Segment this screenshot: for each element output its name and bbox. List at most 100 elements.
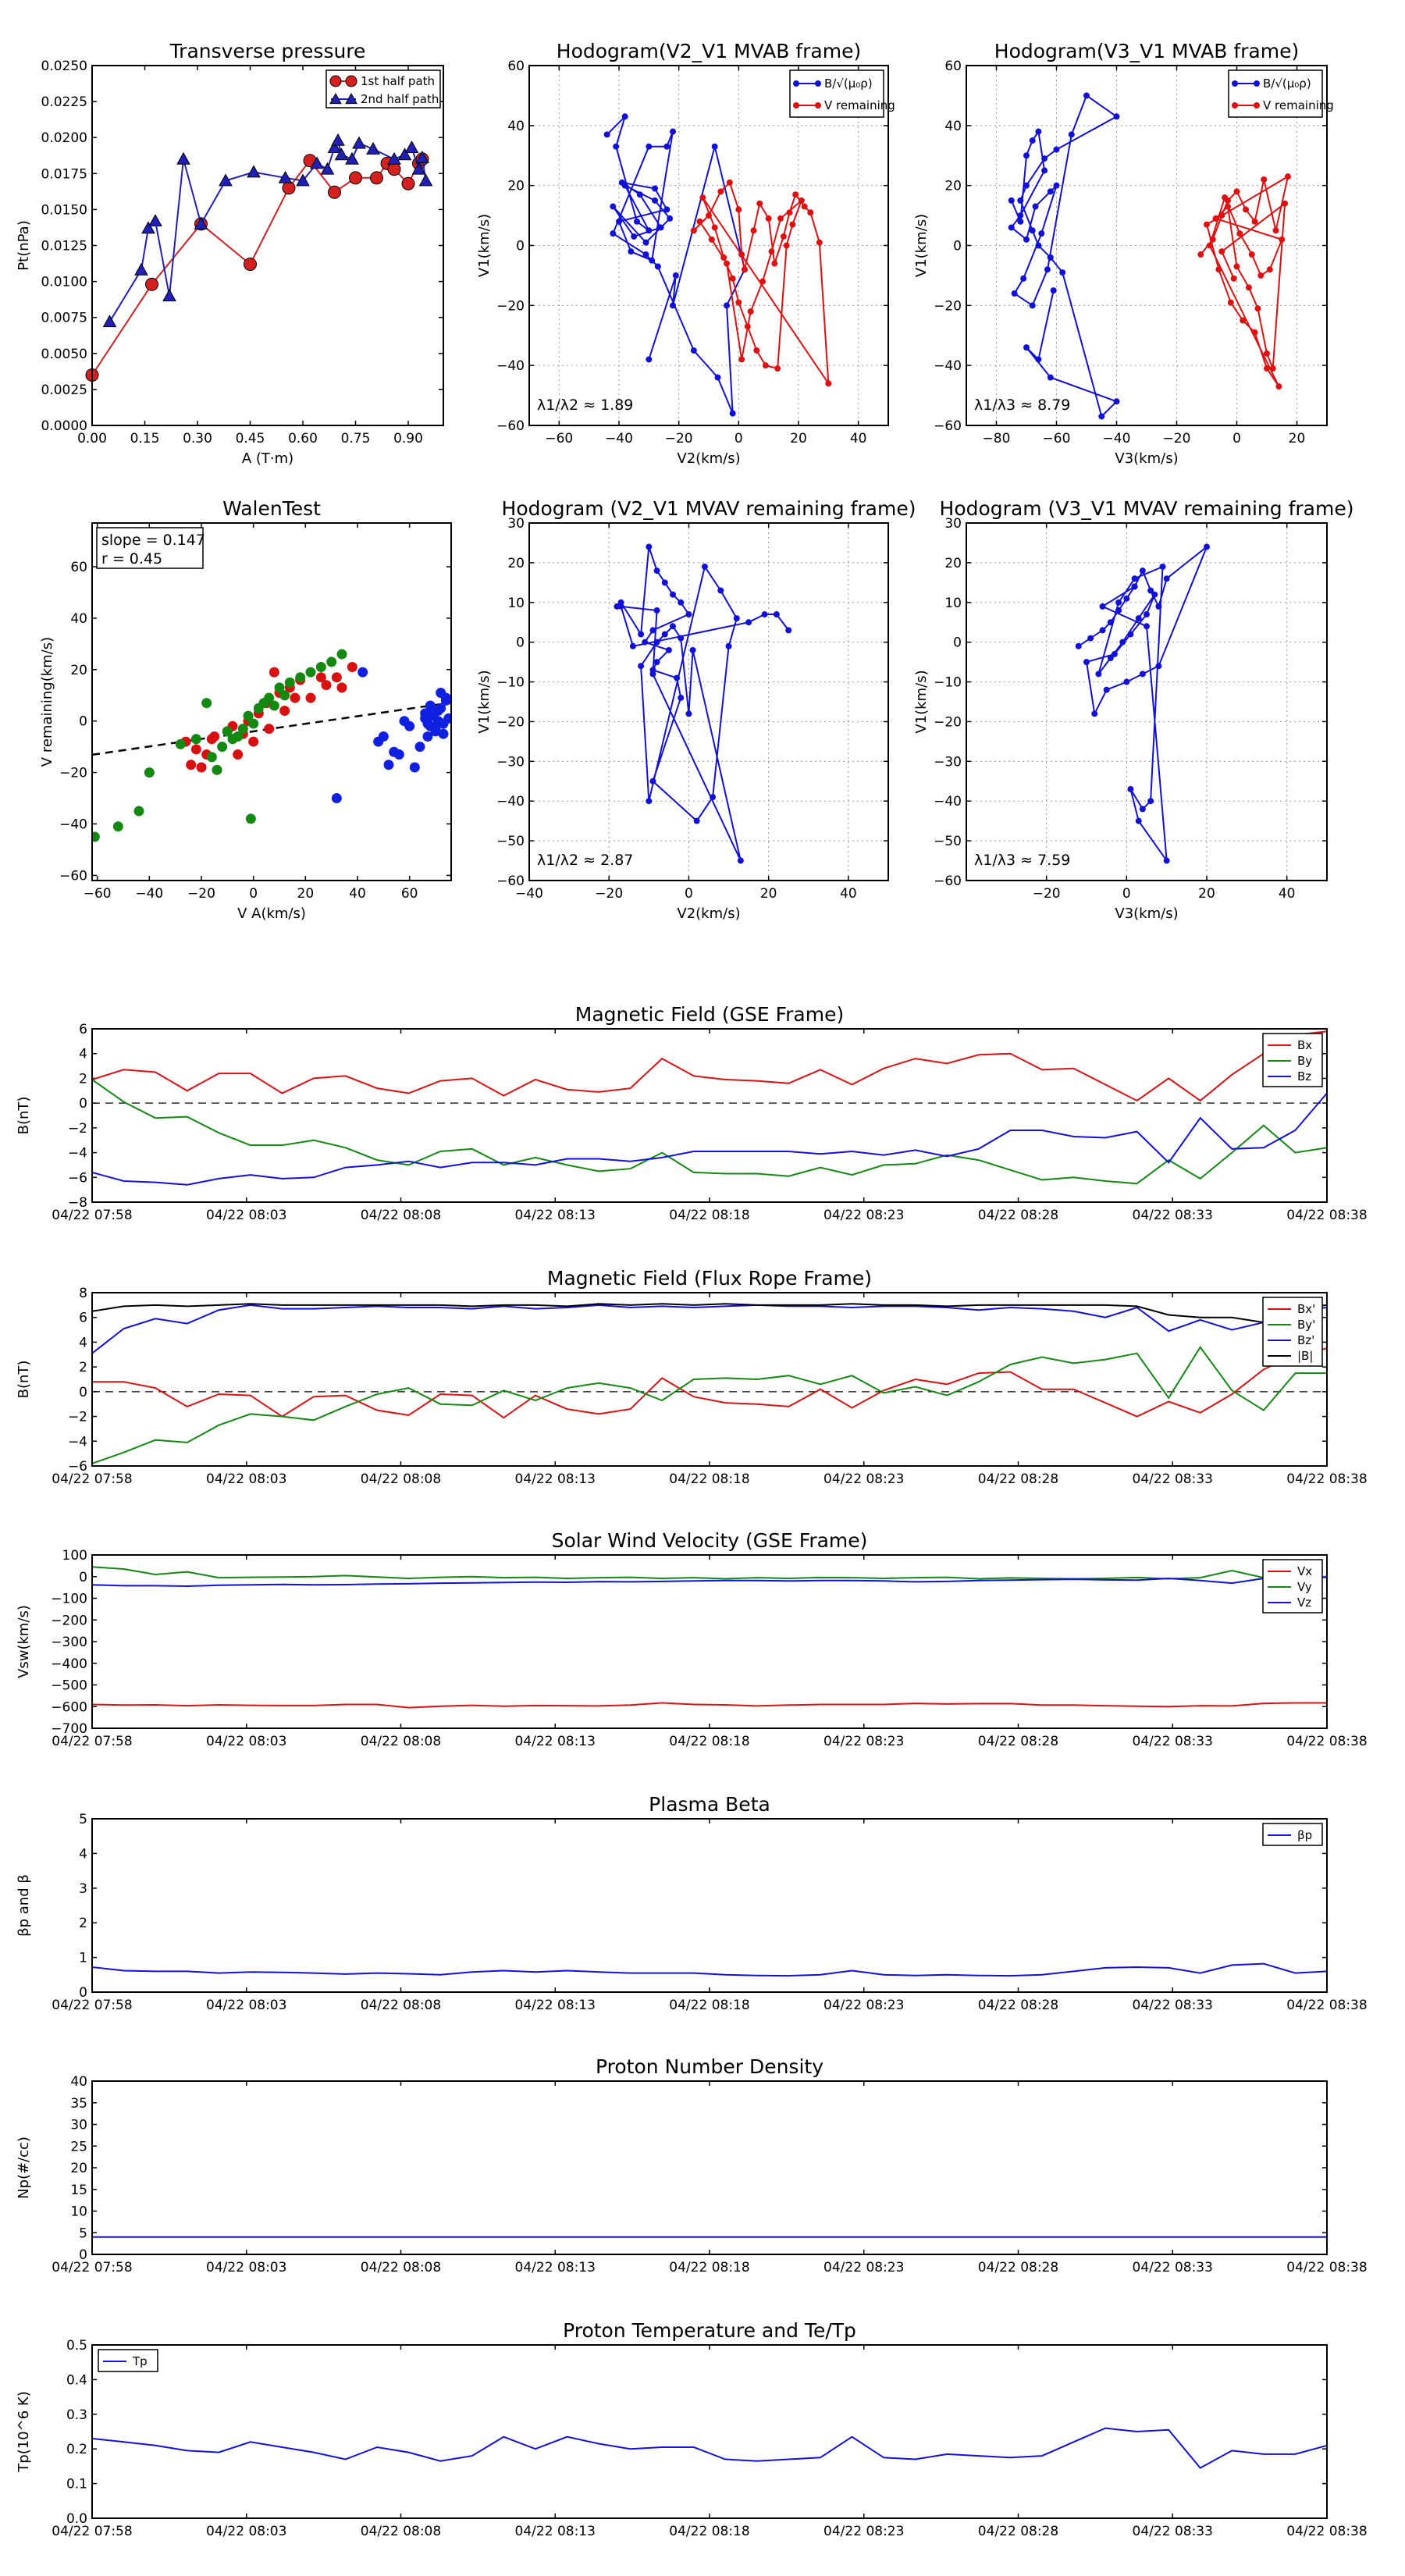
hodo_v3v1_mvab-point	[1023, 182, 1030, 189]
walen-point-2	[284, 677, 295, 688]
hodo_v3v1_mvab-point	[1272, 227, 1279, 234]
hodo_v3v1_mvab-point	[1053, 146, 1060, 153]
walen_test-xlabel: V A(km/s)	[237, 906, 306, 922]
y-tick-label: 2	[79, 1071, 87, 1087]
hodo_v3v1_mvab-point	[1017, 197, 1024, 204]
pressure-point-1	[282, 181, 296, 195]
y-tick-label: 30	[507, 516, 525, 532]
time-tick-label: 04/22 08:18	[669, 1471, 749, 1487]
y-tick-label: 10	[70, 2204, 87, 2220]
x-tick-label: −80	[983, 431, 1011, 447]
hodo_v2v1_mvav-point	[737, 857, 744, 864]
time-tick-label: 04/22 08:33	[1133, 2260, 1213, 2275]
hodo_v3v1_mvab-point	[1222, 194, 1229, 201]
y-tick-label: 40	[507, 119, 525, 134]
hodo_v3v1_mvav-point	[1139, 806, 1146, 813]
hodo_v3v1_mvab-point	[1230, 275, 1237, 282]
legend-label: By	[1297, 1054, 1312, 1068]
walen-point-2	[206, 752, 217, 763]
y-tick-label: 0.0000	[41, 418, 87, 434]
plasma_beta-legend: βp	[1262, 1823, 1323, 1846]
y-tick-label: 0.0	[66, 2511, 87, 2527]
time-tick-label: 04/22 08:13	[515, 1471, 596, 1487]
walen-point-3	[331, 793, 342, 804]
walen-point-2	[217, 742, 228, 753]
walen-point-2	[201, 698, 212, 709]
hodo_v2v1_mvab-frame	[528, 65, 889, 426]
time-tick-label: 04/22 07:58	[52, 1734, 132, 1749]
y-tick-label: −10	[934, 675, 962, 691]
hodo_v2v1_mvab-ylabel: V1(km/s)	[476, 214, 493, 277]
y-tick-label: −700	[51, 1721, 87, 1737]
pressure-point-2	[278, 170, 293, 183]
time-tick-label: 04/22 08:03	[206, 1471, 286, 1487]
walen-point-2	[144, 767, 155, 778]
hodo_v2v1_mvab-point	[777, 215, 784, 222]
hodo_v2v1_mvav-point	[649, 627, 656, 634]
hodo_v3v1_mvav-point	[1131, 575, 1138, 582]
x-tick-label: 0.75	[341, 431, 371, 447]
y-tick-label: −60	[496, 873, 525, 889]
hodo_v3v1_mvab-point	[1008, 224, 1015, 231]
hodo_v3v1_mvav-point	[1115, 599, 1122, 606]
pressure-point-2	[219, 173, 233, 187]
y-tick-label: −60	[934, 873, 962, 889]
pressure-point-2	[334, 148, 349, 161]
walen-point-1	[206, 734, 217, 745]
pressure-point-1	[145, 277, 158, 291]
walen-point-2	[243, 710, 254, 721]
hodo_v2v1_mvav-point	[642, 639, 649, 646]
time-tick-label: 04/22 08:08	[361, 2260, 441, 2275]
y-tick-label: 3	[79, 1881, 87, 1897]
time-tick-label: 04/22 08:38	[1286, 1471, 1367, 1487]
walen-point-3	[428, 710, 439, 721]
hodo_v2v1_mvav-point	[649, 777, 656, 785]
time-tick-label: 04/22 08:28	[978, 1734, 1058, 1749]
legend-marker	[1254, 102, 1260, 109]
time-tick-label: 04/22 08:28	[978, 2260, 1058, 2275]
pressure-point-2	[411, 162, 426, 175]
hodo_v2v1_mvav-xlabel: V2(km/s)	[677, 906, 740, 922]
x-tick-label: 20	[297, 886, 315, 902]
hodo_v3v1_mvab-point	[1083, 92, 1090, 99]
hodo_v3v1_mvab-point	[1197, 251, 1204, 258]
walen-point-2	[269, 700, 279, 711]
hodo_v2v1_mvab-point	[762, 362, 769, 369]
mag_fluxrope-panel: Magnetic Field (Flux Rope Frame) −6 −4 −2 0 2…	[16, 1267, 1368, 1487]
pressure-point-1	[401, 176, 415, 190]
y-tick-label: 20	[507, 179, 525, 194]
hodo_v3v1_mvab-panel: Hodogram(V3_V1 MVAB frame) −80 −60 −40 −20 0 2…	[913, 40, 1334, 467]
legend-label: Tp	[132, 2354, 148, 2368]
hodo_v2v1_mvab-point	[714, 374, 721, 381]
y-tick-label: 10	[944, 596, 962, 611]
y-tick-label: 35	[70, 2096, 87, 2112]
pressure-point-2	[404, 141, 419, 154]
pressure-point-2	[327, 141, 342, 154]
hodo_v2v1_mvav-point	[685, 611, 692, 618]
y-tick-label: 0	[516, 239, 525, 254]
hodo_v2v1_mvab-point	[603, 131, 610, 138]
hodo_v3v1_mvab-point	[1251, 329, 1258, 336]
hodo_v3v1_mvab-point	[1047, 254, 1054, 261]
y-tick-label: −40	[496, 358, 525, 374]
y-tick-label: −10	[496, 675, 525, 691]
mag_fluxrope-series-Bx'	[92, 1347, 1328, 1419]
y-tick-label: 0	[79, 1096, 87, 1112]
hodo_v2v1_mvab-point	[649, 257, 656, 264]
y-tick-label: 60	[70, 560, 87, 575]
walen-point-1	[264, 724, 275, 735]
hodo_v3v1_mvav-point	[1127, 631, 1134, 638]
x-tick-label: 20	[1198, 886, 1215, 902]
pressure-point-2	[418, 173, 433, 187]
hodo_v2v1_mvab-point	[636, 191, 643, 198]
plasma_beta-title: Plasma Beta	[649, 1793, 770, 1816]
hodo_v3v1_mvab-point	[1206, 242, 1213, 249]
hodo_v3v1_mvav-point	[1163, 857, 1170, 864]
proton_density-panel: Proton Number Density 0 5 10 15 20 25 30 35 40 Np(…	[16, 2055, 1368, 2275]
y-tick-label: 0.5	[66, 2338, 87, 2354]
walen-point-1	[269, 667, 279, 678]
hodo_v3v1_mvab-series-2	[1200, 175, 1289, 387]
hodo_v2v1_mvab-point	[667, 215, 674, 222]
y-tick-label: 0.0200	[41, 130, 87, 146]
x-tick-label: 0	[1122, 886, 1131, 902]
